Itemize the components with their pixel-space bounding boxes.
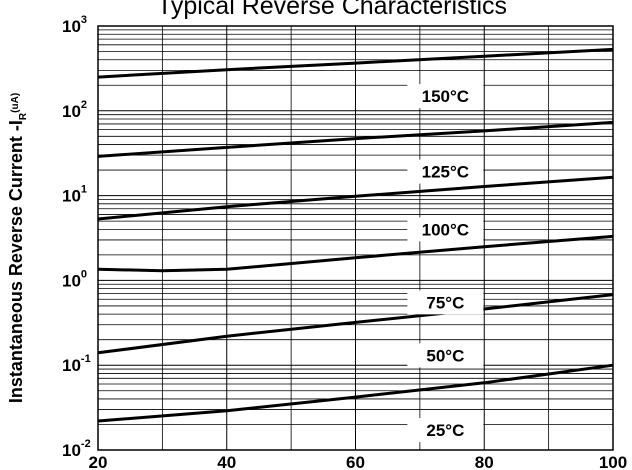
y-tick-exponent: -2 (81, 438, 91, 450)
y-tick-label: 103 (62, 14, 87, 36)
series-label-background (407, 418, 484, 443)
y-tick-base: 10 (62, 356, 81, 375)
y-tick-base: 10 (62, 102, 81, 121)
y-tick-label: 10-2 (62, 438, 91, 460)
svg-text:Instantaneous Reverse Current: Instantaneous Reverse Current -IR(uA) (6, 93, 29, 403)
y-tick-label: 10-1 (62, 353, 91, 375)
x-tick-label: 80 (475, 453, 494, 470)
y-axis-label: Instantaneous Reverse Current -IR(uA) (6, 93, 29, 403)
y-axis-label-subscript: R (18, 112, 29, 120)
series-label: 100°C (422, 220, 469, 239)
y-tick-exponent: 2 (81, 99, 87, 111)
series-label-background (407, 159, 484, 184)
y-tick-exponent: 1 (81, 184, 87, 196)
series-line (97, 293, 614, 355)
x-tick-label: 60 (346, 453, 365, 470)
series-label-background (407, 217, 484, 242)
y-tick-label: 102 (62, 99, 87, 121)
series-label: 125°C (422, 163, 469, 182)
y-tick-base: 10 (62, 187, 81, 206)
y-tick-exponent: 0 (81, 268, 87, 280)
series-lines (97, 47, 614, 423)
x-axis-ticks: 20 40 60 80 100 (89, 453, 628, 470)
y-tick-base: 10 (62, 271, 81, 290)
series-label: 150°C (422, 87, 469, 106)
series-label-background (407, 343, 484, 368)
y-tick-exponent: -1 (81, 353, 91, 365)
series-line (97, 363, 614, 423)
series-label: 75°C (426, 293, 464, 312)
y-tick-exponent: 3 (81, 14, 87, 26)
series-labels: 150°C 125°C 100°C 75°C 50°C 25°C (407, 84, 484, 443)
chart-title: Typical Reverse Characteristics (157, 0, 507, 20)
series-line (97, 175, 614, 221)
series-line (97, 120, 614, 158)
series-line (97, 234, 614, 273)
series-label-background (407, 84, 484, 109)
x-tick-label: 40 (217, 453, 236, 470)
series-line (97, 47, 614, 79)
y-axis-label-main: Instantaneous Reverse Current -I (6, 120, 26, 403)
y-tick-base: 10 (62, 17, 81, 36)
plot-frame (97, 25, 614, 451)
x-tick-label: 20 (89, 453, 108, 470)
y-tick-base: 10 (62, 441, 81, 460)
series-label-background (407, 290, 484, 315)
series-label: 50°C (426, 346, 464, 365)
x-tick-label: 100 (599, 453, 627, 470)
y-tick-label: 101 (62, 184, 87, 206)
y-axis-label-unit: (uA) (10, 93, 21, 113)
y-tick-label: 100 (62, 268, 87, 290)
series-label: 25°C (426, 421, 464, 440)
